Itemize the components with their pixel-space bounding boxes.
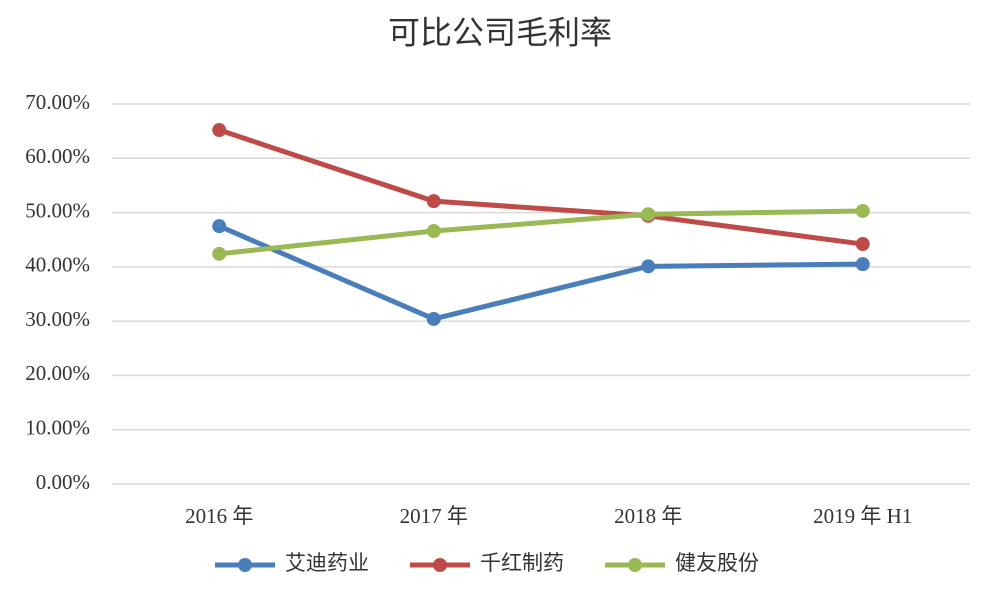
- x-tick-label: 2016 年: [185, 504, 253, 528]
- x-tick-label: 2017 年: [400, 504, 468, 528]
- y-tick-label: 60.00%: [25, 144, 90, 168]
- point: [426, 224, 441, 239]
- x-tick-label: 2019 年 H1: [813, 504, 912, 528]
- legend-marker: [238, 558, 252, 572]
- point: [855, 257, 870, 272]
- y-tick-label: 20.00%: [25, 361, 90, 385]
- x-tick-label: 2018 年: [614, 504, 682, 528]
- point: [212, 246, 227, 261]
- y-tick-label: 70.00%: [25, 90, 90, 114]
- legend-marker: [628, 558, 642, 572]
- point: [426, 311, 441, 326]
- point: [641, 259, 656, 274]
- y-tick-label: 10.00%: [25, 416, 90, 440]
- legend-marker: [433, 558, 447, 572]
- chart-title: 可比公司毛利率: [388, 14, 612, 50]
- legend-label: 艾迪药业: [285, 551, 369, 575]
- y-tick-label: 50.00%: [25, 198, 90, 222]
- point: [855, 237, 870, 252]
- series-line: [218, 127, 864, 247]
- y-tick-label: 40.00%: [25, 253, 90, 277]
- point: [212, 123, 227, 138]
- legend-label: 千红制药: [480, 551, 564, 575]
- y-tick-label: 0.00%: [36, 470, 90, 494]
- y-tick-label: 30.00%: [25, 307, 90, 331]
- point: [641, 207, 656, 222]
- point: [855, 203, 870, 218]
- series-line: [218, 208, 863, 257]
- legend-label: 健友股份: [675, 551, 759, 575]
- series-line: [218, 223, 863, 322]
- point: [212, 219, 227, 234]
- point: [426, 194, 441, 209]
